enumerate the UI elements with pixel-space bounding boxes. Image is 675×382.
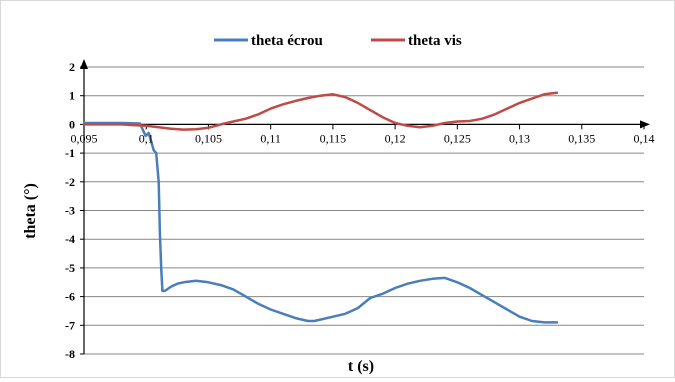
legend: theta écrou theta vis <box>214 33 462 49</box>
series-line-1 <box>82 91 559 131</box>
legend-label-theta-vis: theta vis <box>408 33 462 49</box>
y-tick-label: 1 <box>69 89 75 103</box>
y-tick-label: 0 <box>69 117 75 131</box>
x-tick-label: 0,11 <box>260 131 281 145</box>
y-axis-arrow <box>80 59 88 69</box>
series-line-0 <box>82 121 559 324</box>
y-tick-label: -1 <box>65 146 75 160</box>
y-tick-label: -4 <box>65 232 75 246</box>
x-axis-arrow <box>640 120 650 129</box>
y-tick-label: -5 <box>65 261 75 275</box>
x-tick-label: 0,105 <box>195 131 222 145</box>
x-tick-label: 0,1 <box>139 131 154 145</box>
grid-layer <box>84 66 644 355</box>
series-layer <box>82 91 559 324</box>
y-axis-title: theta (°) <box>22 183 39 239</box>
y-tick-label: -3 <box>65 204 75 218</box>
axis-layer <box>80 59 650 355</box>
y-tick-label: -2 <box>65 175 75 189</box>
x-tick-label: 0,13 <box>509 131 530 145</box>
y-tick-label: -7 <box>65 318 75 332</box>
x-tick-label: 0,14 <box>634 131 655 145</box>
x-tick-label: 0,095 <box>71 131 98 145</box>
x-axis-title: t (s) <box>348 358 374 375</box>
x-tick-label: 0,125 <box>444 131 471 145</box>
y-tick-label: -8 <box>65 347 75 361</box>
legend-label-theta-ecrou: theta écrou <box>251 33 323 49</box>
x-tick-label: 0,12 <box>385 131 406 145</box>
y-tick-label: 2 <box>69 60 75 74</box>
y-tick-label: -6 <box>65 290 75 304</box>
x-tick-label: 0,115 <box>320 131 347 145</box>
ticks-layer: 2 1 0 -1 -2 -3 -4 -5 -6 -7 -8 0,095 0,1 0,105 0,11 0,11… <box>65 60 655 361</box>
x-tick-label: 0,135 <box>568 131 595 145</box>
